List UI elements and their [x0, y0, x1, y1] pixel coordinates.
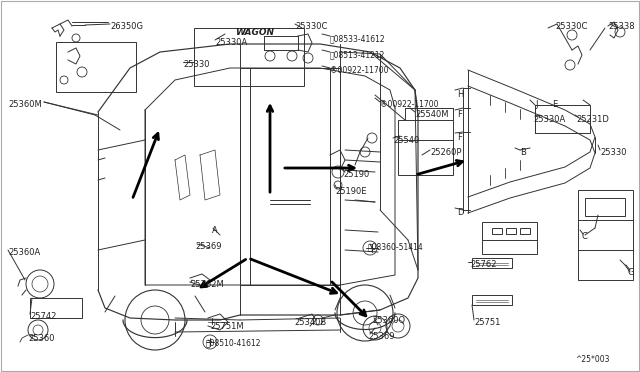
Text: 25540M: 25540M	[415, 110, 449, 119]
Text: B: B	[520, 148, 526, 157]
Bar	[520, 228, 530, 234]
Text: 25369: 25369	[195, 242, 221, 251]
Text: ^25*003: ^25*003	[575, 355, 609, 364]
Text: 25330: 25330	[600, 148, 627, 157]
Bar	[472, 258, 512, 268]
Bar	[398, 120, 453, 175]
Text: 25190: 25190	[343, 170, 369, 179]
Text: H: H	[457, 90, 463, 99]
Bar	[535, 105, 590, 133]
Bar	[585, 198, 625, 216]
Text: 25762M: 25762M	[190, 280, 224, 289]
Text: 25231D: 25231D	[576, 115, 609, 124]
Text: 25762: 25762	[470, 260, 497, 269]
Text: A: A	[212, 226, 218, 235]
Text: 25751M: 25751M	[210, 322, 244, 331]
Bar	[492, 228, 502, 234]
Text: F: F	[457, 133, 462, 142]
Text: 25330A: 25330A	[533, 115, 565, 124]
Bar	[194, 28, 304, 86]
Text: 25260P: 25260P	[430, 148, 461, 157]
Bar	[482, 222, 537, 254]
Text: 25338: 25338	[608, 22, 635, 31]
Bar	[472, 295, 512, 305]
Text: 25360A: 25360A	[8, 248, 40, 257]
Text: 26350G: 26350G	[110, 22, 143, 31]
Bar	[30, 298, 82, 318]
Text: Ⓢ08360-51414: Ⓢ08360-51414	[368, 242, 424, 251]
Text: ®00922-11700: ®00922-11700	[330, 66, 388, 75]
Text: 25330C: 25330C	[555, 22, 588, 31]
Text: Ⓢ08533-41612: Ⓢ08533-41612	[330, 34, 386, 43]
Text: D: D	[457, 208, 463, 217]
Text: Ⓢ08513-41212: Ⓢ08513-41212	[330, 50, 385, 59]
Text: 25360Q: 25360Q	[372, 316, 405, 325]
Text: F: F	[457, 110, 462, 119]
Text: 25751: 25751	[474, 318, 500, 327]
Text: E: E	[552, 100, 557, 109]
Text: ®00922-11700: ®00922-11700	[380, 100, 438, 109]
Text: 25540: 25540	[393, 136, 419, 145]
Text: 25742: 25742	[30, 312, 56, 321]
Text: 25340B: 25340B	[294, 318, 326, 327]
Text: 25360M: 25360M	[8, 100, 42, 109]
Bar	[56, 42, 136, 92]
Text: 25330: 25330	[183, 60, 209, 69]
Text: 25360: 25360	[28, 334, 54, 343]
Text: WAGON: WAGON	[235, 28, 274, 37]
Text: 25330C: 25330C	[295, 22, 328, 31]
Text: G: G	[628, 268, 634, 277]
Bar	[506, 228, 516, 234]
Bar	[578, 190, 633, 280]
Text: 25190E: 25190E	[335, 187, 367, 196]
Text: C: C	[582, 232, 588, 241]
Text: 25369: 25369	[368, 332, 394, 341]
Text: Ⓢ08510-41612: Ⓢ08510-41612	[206, 338, 262, 347]
Text: 25330A: 25330A	[215, 38, 247, 47]
Text: J: J	[535, 100, 538, 109]
